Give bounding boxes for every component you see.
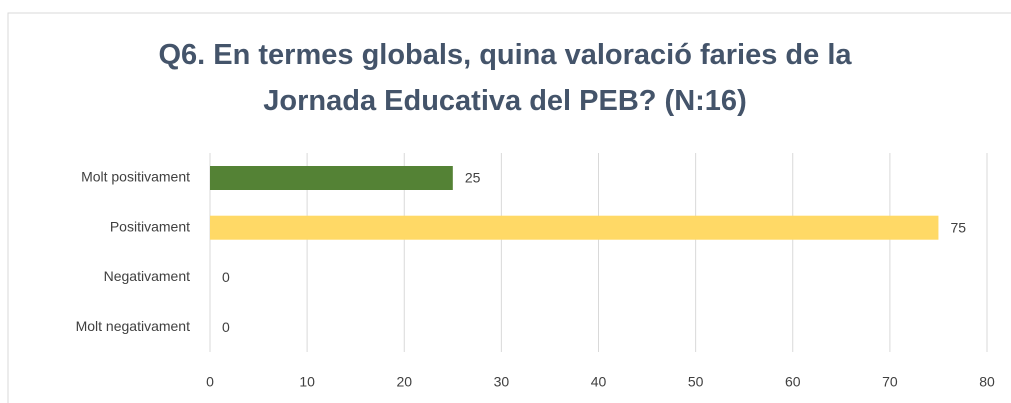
x-tick-label: 80 <box>979 374 995 390</box>
x-tick-label: 30 <box>494 374 510 390</box>
bar <box>210 215 939 240</box>
chart-title: Q6. En termes globals, quina valoració f… <box>158 39 852 117</box>
x-tick-label: 10 <box>299 374 315 390</box>
x-tick-label: 0 <box>206 374 214 390</box>
y-tick-label: Molt negativament <box>76 318 191 334</box>
bar <box>210 166 453 190</box>
y-tick-label: Molt positivament <box>81 169 190 185</box>
x-tick-label: 50 <box>688 374 704 390</box>
y-tick-label: Positivament <box>110 218 190 234</box>
x-tick-label: 60 <box>785 374 801 390</box>
data-label: 25 <box>465 170 481 186</box>
data-label: 0 <box>222 319 230 335</box>
data-label: 0 <box>222 269 230 285</box>
chart-border <box>7 12 1011 403</box>
x-tick-label: 40 <box>591 374 607 390</box>
data-label: 75 <box>950 219 966 235</box>
x-tick-label: 70 <box>882 374 898 390</box>
y-tick-label: Negativament <box>104 268 190 284</box>
x-tick-label: 20 <box>396 374 412 390</box>
